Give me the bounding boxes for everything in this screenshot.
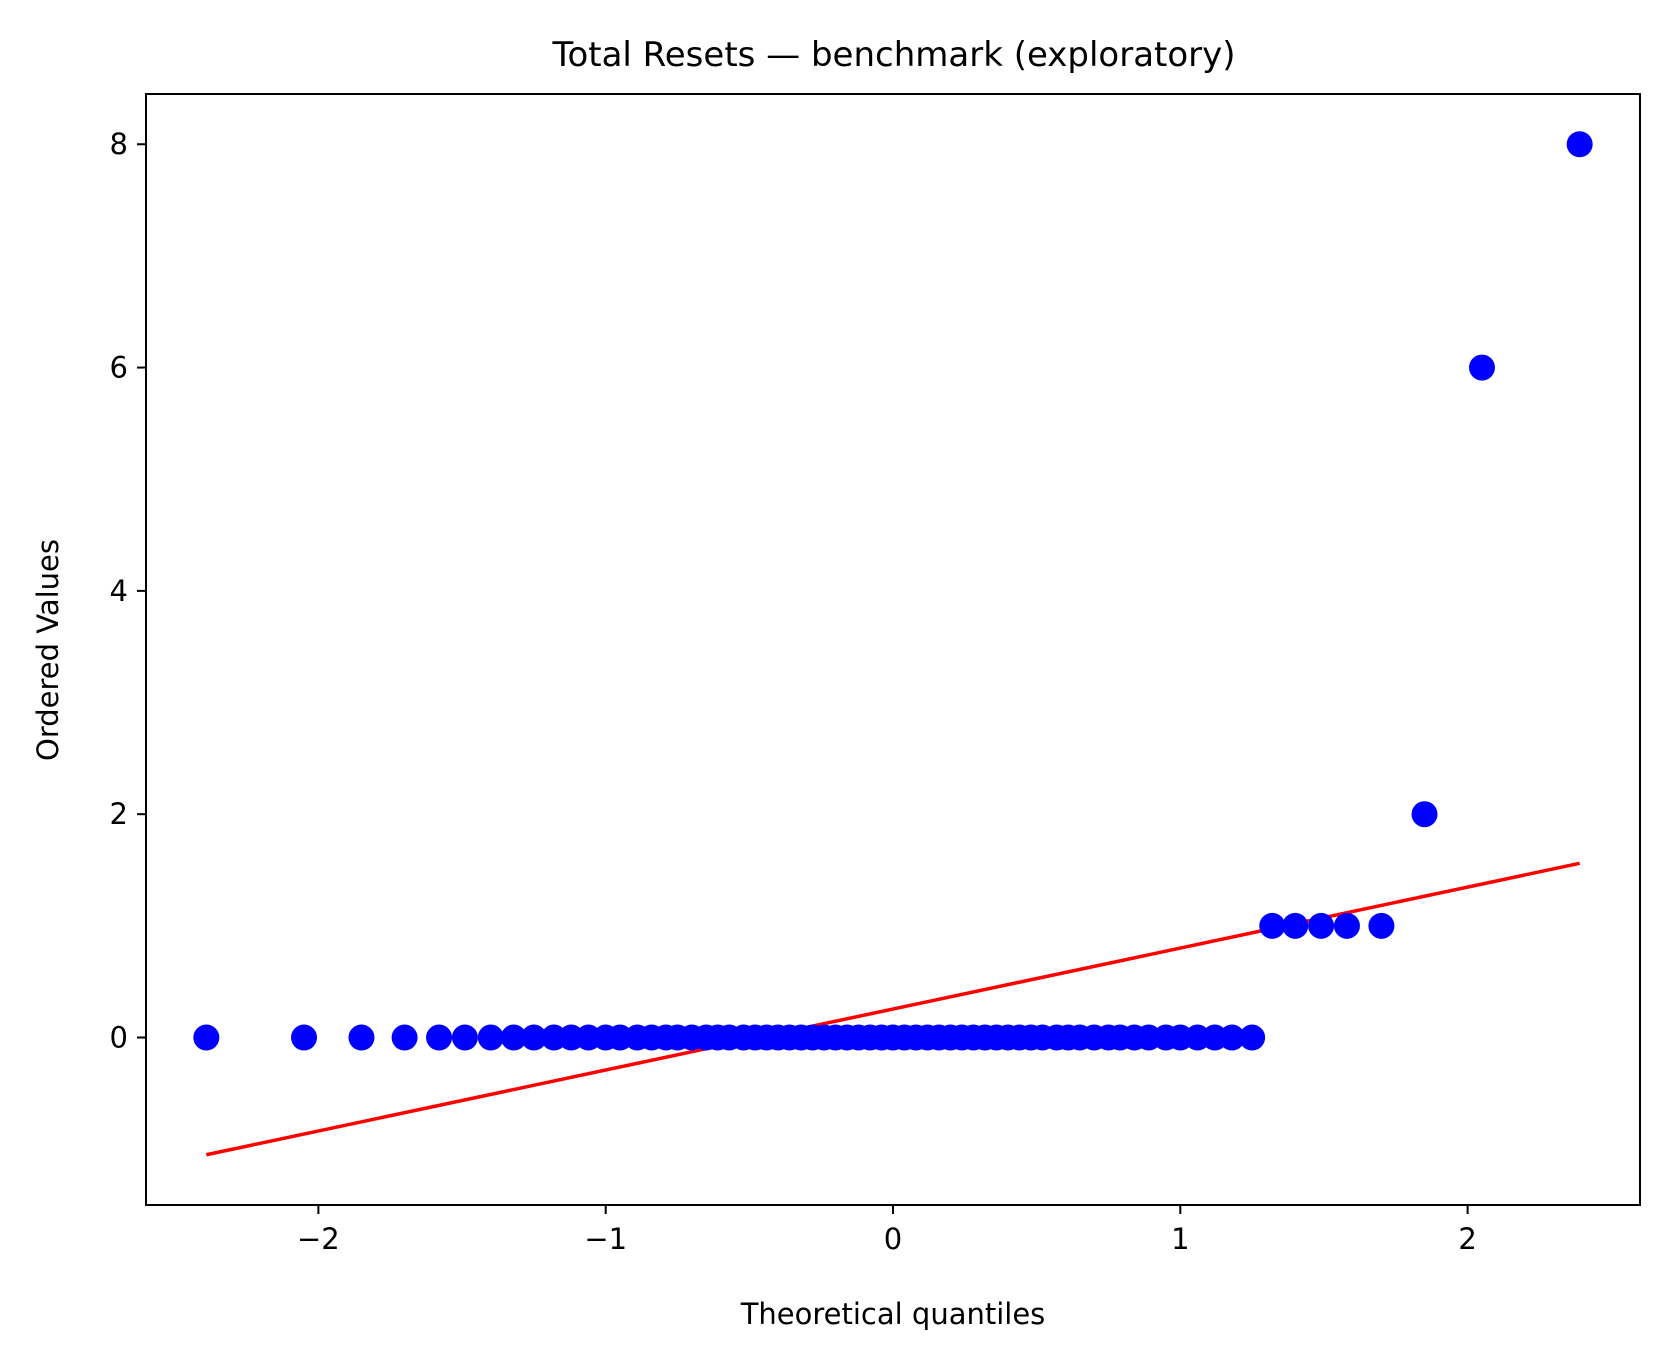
y-tick-label: 4 [110, 574, 128, 608]
data-point [1333, 912, 1360, 939]
x-axis-label: Theoretical quantiles [740, 1297, 1046, 1331]
data-point [520, 1024, 547, 1051]
data-point [477, 1024, 504, 1051]
chart-title: Total Resets — benchmark (exploratory) [551, 35, 1235, 75]
data-point [1308, 912, 1335, 939]
fit-line-layer [205, 861, 1581, 1157]
data-point [1468, 354, 1495, 381]
data-point [391, 1024, 418, 1051]
data-point [1282, 912, 1309, 939]
data-point [451, 1024, 478, 1051]
y-tick-label: 8 [110, 127, 128, 161]
fit-line [205, 861, 1581, 1157]
data-point [1259, 912, 1286, 939]
x-tick-label: 1 [1171, 1222, 1189, 1256]
y-axis-label: Ordered Values [31, 539, 65, 761]
x-tick-label: −1 [584, 1222, 627, 1256]
data-point [500, 1024, 527, 1051]
data-point [426, 1024, 453, 1051]
x-tick-label: 2 [1458, 1222, 1476, 1256]
y-tick-label: 6 [110, 351, 128, 385]
data-point [1219, 1024, 1246, 1051]
y-axis-ticks: 0 2 4 6 8 [110, 127, 146, 1055]
x-axis-ticks: −2 −1 0 1 2 [297, 1205, 1477, 1256]
data-points-layer [193, 131, 1593, 1051]
data-point [1411, 801, 1438, 828]
y-tick-label: 0 [110, 1021, 128, 1055]
data-point [1368, 912, 1395, 939]
data-point [1239, 1024, 1266, 1051]
y-tick-label: 2 [110, 797, 128, 831]
x-tick-label: −2 [297, 1222, 340, 1256]
data-point [1566, 131, 1593, 158]
plot-area [193, 131, 1593, 1157]
data-point [291, 1024, 318, 1051]
data-point [193, 1024, 220, 1051]
x-tick-label: 0 [884, 1222, 902, 1256]
data-point [348, 1024, 375, 1051]
